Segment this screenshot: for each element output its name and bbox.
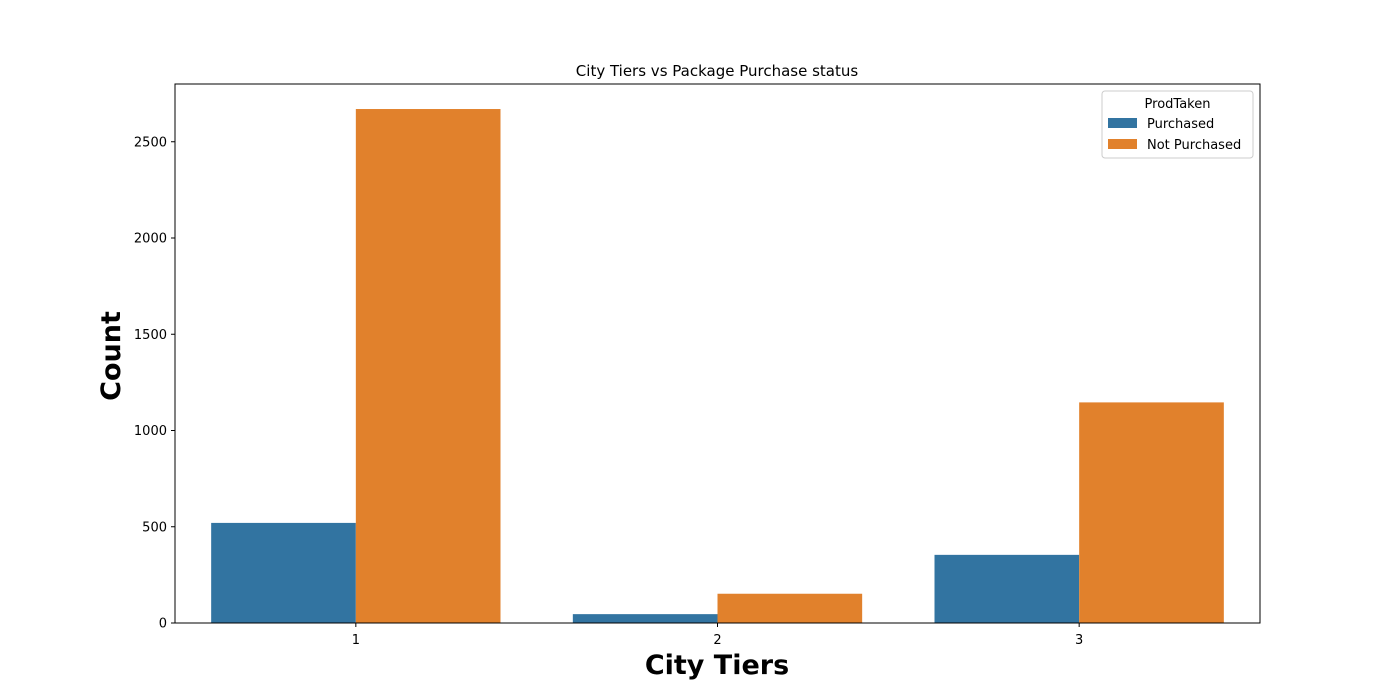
bar-not-purchased-tier-3	[1079, 402, 1224, 623]
y-tick-label: 2500	[134, 135, 167, 150]
y-tick-label: 500	[142, 520, 167, 535]
chart-title: City Tiers vs Package Purchase status	[576, 62, 859, 80]
x-tick-label: 1	[352, 633, 360, 648]
bar-not-purchased-tier-1	[355, 109, 501, 623]
legend-swatch	[1108, 139, 1137, 149]
x-axis-ticks: 1 2 3	[352, 623, 1083, 648]
y-axis-label: Count	[96, 311, 127, 401]
y-tick-label: 2000	[134, 232, 167, 247]
x-tick-label: 2	[713, 633, 721, 648]
legend-swatch	[1108, 118, 1137, 128]
y-axis-ticks: 0 500 1000 1500 2000 2500	[134, 135, 175, 632]
legend: ProdTaken Purchased Not Purchased	[1101, 90, 1254, 159]
plot-area-frame	[174, 83, 1261, 624]
legend-title: ProdTaken	[1145, 97, 1211, 112]
bar-not-purchased-tier-2	[717, 593, 863, 623]
legend-frame	[1101, 90, 1254, 159]
x-tick-label: 3	[1075, 633, 1083, 648]
y-tick-label: 1500	[134, 328, 167, 343]
y-tick-label: 0	[159, 617, 167, 632]
bar-purchased-tier-3	[934, 554, 1080, 623]
bars	[211, 109, 1224, 623]
x-axis-label: City Tiers	[645, 650, 789, 681]
y-tick-label: 1000	[134, 424, 167, 439]
legend-label: Purchased	[1147, 117, 1214, 132]
bar-purchased-tier-1	[211, 522, 356, 623]
legend-label: Not Purchased	[1147, 138, 1241, 153]
bar-purchased-tier-2	[572, 614, 718, 623]
